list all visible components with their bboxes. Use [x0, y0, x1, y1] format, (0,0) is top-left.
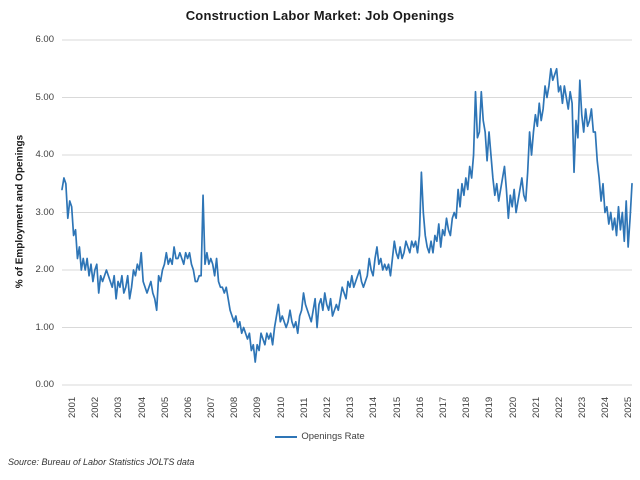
- x-tick-label: 2013: [345, 396, 357, 418]
- x-tick-label: 2018: [461, 396, 473, 418]
- legend-label: Openings Rate: [301, 431, 365, 442]
- x-tick-label: 2016: [414, 396, 426, 418]
- x-tick-label: 2001: [67, 396, 78, 418]
- x-tick-label: 2021: [530, 396, 542, 418]
- x-tick-label: 2008: [229, 396, 241, 418]
- x-tick-label: 2004: [136, 396, 148, 418]
- x-tick-label: 2009: [252, 396, 264, 418]
- openings-rate-line: [61, 67, 633, 363]
- chart-legend: Openings Rate: [0, 431, 640, 442]
- chart-title: Construction Labor Market: Job Openings: [185, 8, 455, 23]
- y-tick-label: 2.00: [35, 264, 55, 275]
- x-tick-label: 2003: [113, 396, 125, 418]
- x-tick-label: 2012: [322, 396, 334, 418]
- y-tick-label: 6.00: [35, 34, 55, 45]
- y-tick-label: 5.00: [35, 91, 55, 103]
- x-tick-label: 2022: [553, 396, 565, 418]
- x-tick-label: 2006: [182, 396, 194, 418]
- y-tick-label: 1.00: [35, 321, 55, 333]
- x-tick-label: 2005: [159, 396, 171, 418]
- x-tick-label: 2019: [484, 396, 496, 418]
- y-tick-label: 4.00: [35, 149, 55, 160]
- x-tick-label: 2020: [507, 396, 519, 418]
- x-tick-label: 2024: [600, 396, 612, 418]
- x-tick-label: 2002: [90, 396, 102, 418]
- x-tick-label: 2017: [437, 396, 449, 418]
- x-tick-label: 2007: [206, 396, 218, 418]
- y-tick-label: 0.00: [35, 379, 55, 390]
- x-tick-label: 2025: [623, 396, 635, 418]
- source-note: Source: Bureau of Labor Statistics JOLTS…: [8, 457, 195, 467]
- y-tick-label: 3.00: [35, 206, 55, 218]
- x-tick-label: 2015: [391, 396, 403, 418]
- x-tick-label: 2023: [577, 396, 589, 418]
- x-tick-label: 2014: [368, 396, 380, 418]
- x-tick-label: 2010: [275, 396, 287, 418]
- x-tick-label: 2011: [298, 397, 310, 418]
- legend-line-swatch: [275, 435, 298, 438]
